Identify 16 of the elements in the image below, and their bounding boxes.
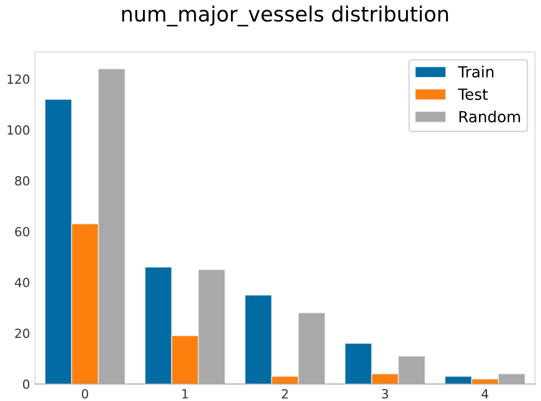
y-tick-label: 120 [8,74,30,84]
y-tick-label: 40 [14,278,30,288]
x-tick-label: 2 [282,389,288,398]
y-tick-label: 0 [23,379,30,389]
y-tick-label: 80 [15,176,30,186]
x-tick-label: 0 [82,389,88,399]
chart-title: num_major_vessels distribution [122,6,448,26]
x-tick-label: 4 [482,389,488,398]
y-tick-label: 100 [8,125,30,135]
y-tick-label: 60 [15,226,30,236]
x-tick-label: 3 [382,389,388,399]
y-tick-label: 20 [15,328,30,338]
x-tick-label: 1 [182,389,188,398]
legend-label: Train [458,66,494,78]
legend-label: Random [460,110,520,122]
legend-label: Test [458,88,488,100]
